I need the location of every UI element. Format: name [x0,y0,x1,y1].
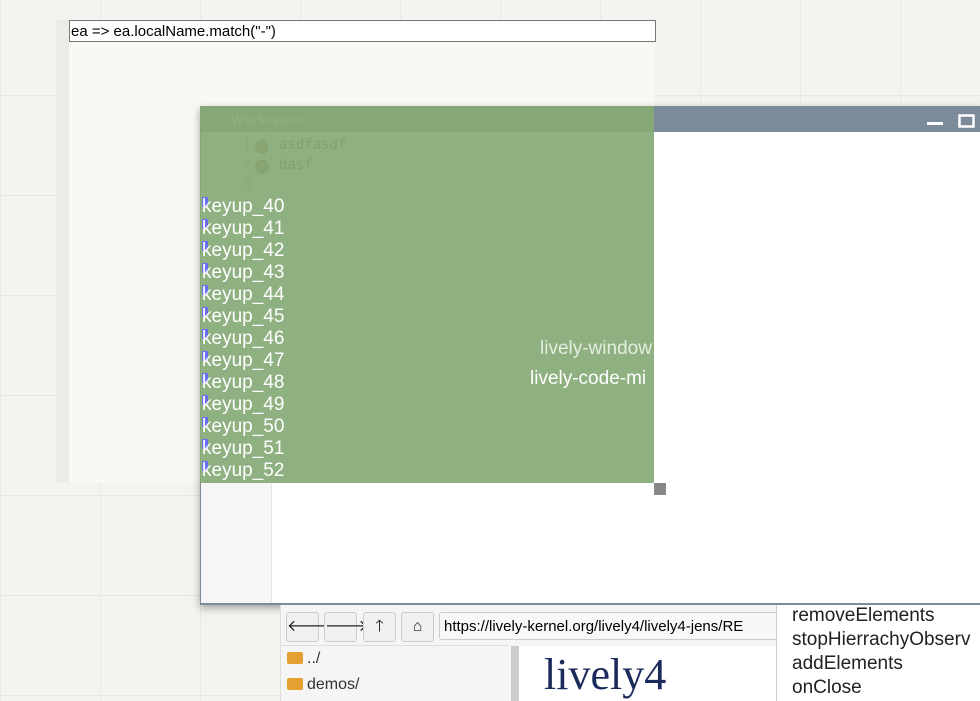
highlighted-element-label: keyup_44 [202,284,284,306]
method-item[interactable]: addElements [792,653,903,674]
minimize-icon[interactable] [926,114,944,126]
highlighted-element-label: keyup_52 [202,460,284,482]
element-marker [202,263,208,273]
element-marker [202,197,208,207]
element-name: keyup_42 [202,240,285,261]
highlighted-element-label: keyup_48 [202,372,284,394]
container-browser: 🡐 🡒 🡑 ⌂ https://lively-kernel.org/lively… [280,605,779,701]
maximize-icon[interactable] [958,114,976,128]
element-name: keyup_52 [202,460,285,481]
method-item[interactable]: stopHierrachyObserv [792,629,971,650]
home-button[interactable]: ⌂ [401,612,434,642]
methods-list: removeElements stopHierrachyObserv addEl… [776,605,980,701]
lively4-logo: lively4 [544,650,667,699]
highlighted-element-label: keyup_45 [202,306,284,328]
highlighted-element-label: keyup_40 [202,196,284,218]
highlighted-element-label: keyup_47 [202,350,284,372]
element-marker [202,241,208,251]
highlighted-element-label: keyup_50 [202,416,284,438]
element-name: keyup_50 [202,416,285,437]
panel-strip [56,20,69,483]
element-marker [202,351,208,361]
element-marker [202,417,208,427]
preview-pane: lively4 [519,646,776,701]
element-name: keyup_46 [202,328,285,349]
highlighted-element-label: keyup_51 [202,438,284,460]
element-marker [202,329,208,339]
element-highlight-overlay: keyup_40 keyup_41 keyup_42 keyup_43 keyup_44… [200,106,654,483]
element-marker [202,219,208,229]
element-marker [202,373,208,383]
window-bottom-border [200,603,980,605]
element-name: keyup_45 [202,306,285,327]
method-item[interactable]: onClose [792,677,862,698]
element-marker [202,461,208,471]
highlighted-element-label: keyup_49 [202,394,284,416]
forward-button[interactable]: 🡒 [324,612,368,642]
element-name: keyup_51 [202,438,285,459]
element-marker [202,439,208,449]
element-marker [202,307,208,317]
file-name: demos/ [307,676,360,693]
file-item[interactable]: demos/ [287,676,359,694]
folder-icon [287,678,303,690]
splitter[interactable] [511,646,519,701]
element-name: keyup_43 [202,262,285,283]
element-name: keyup_48 [202,372,285,393]
element-marker [202,285,208,295]
file-name: ../ [307,650,321,667]
method-item[interactable]: removeElements [792,605,935,626]
highlighted-element-label: keyup_41 [202,218,284,240]
file-list: ../ demos/ [281,645,509,701]
back-button[interactable]: 🡐 [286,612,330,642]
element-marker [202,395,208,405]
query-input[interactable]: ea => ea.localName.match("-") [69,20,656,42]
resize-handle[interactable] [654,483,666,495]
lively-window-label: lively-window [540,338,652,359]
highlighted-element-label: keyup_42 [202,240,284,262]
highlighted-element-label: keyup_43 [202,262,284,284]
element-name: keyup_41 [202,218,285,239]
lively-code-mirror-label: lively-code-mi [530,368,647,389]
element-name: keyup_40 [202,196,285,217]
up-button[interactable]: 🡑 [363,612,396,642]
element-name: keyup_44 [202,284,285,305]
highlighted-element-label: keyup_46 [202,328,284,350]
file-item[interactable]: ../ [287,650,320,668]
folder-icon [287,652,303,664]
element-name: keyup_49 [202,394,285,415]
element-name: keyup_47 [202,350,285,371]
url-input[interactable]: https://lively-kernel.org/lively4/lively… [439,612,779,640]
